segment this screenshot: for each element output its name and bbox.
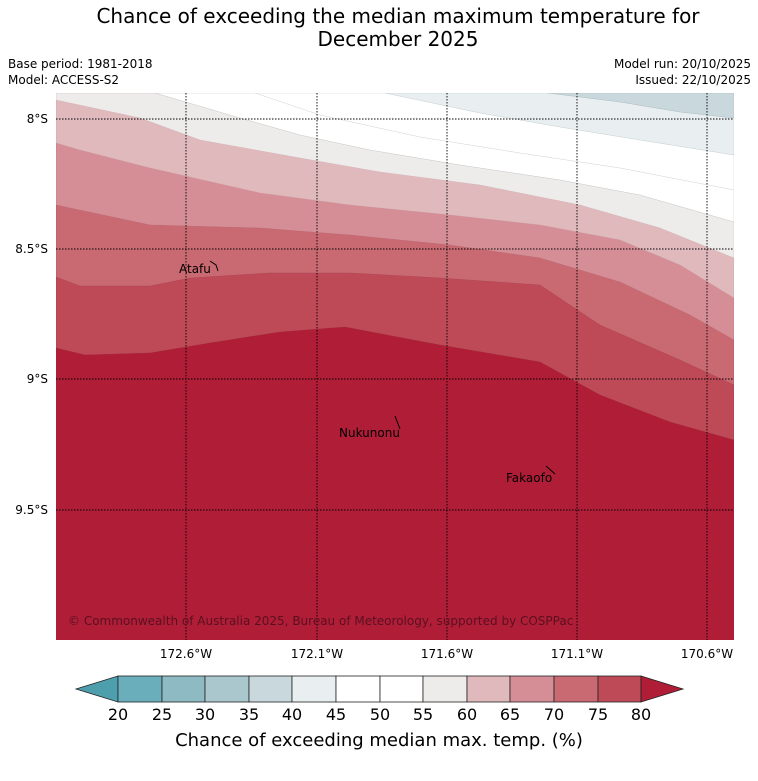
place-label-atafu: Atafu — [179, 262, 211, 276]
colorbar-label: Chance of exceeding median max. temp. (%… — [175, 730, 583, 751]
title-line-1: Chance of exceeding the median maximum t… — [96, 4, 700, 28]
lat-label-9s: 9°S — [26, 372, 48, 386]
colorbar-swatch-70-75 — [553, 675, 599, 703]
base-period: Base period: 1981-2018 — [8, 57, 153, 71]
colorbar-swatch-25-30 — [161, 675, 206, 703]
colorbar — [74, 675, 685, 703]
colorbar-swatch-30-35 — [204, 675, 250, 703]
model-run: Model run: 20/10/2025 — [613, 57, 751, 71]
colorbar-swatch-20-25 — [117, 675, 163, 703]
lat-label-8-5s: 8.5°S — [15, 242, 48, 256]
title-line-2: December 2025 — [317, 27, 479, 51]
colorbar-tick-80: 80 — [630, 705, 652, 724]
colorbar-swatch-40-45 — [291, 675, 337, 703]
lon-label-171-1w: 171.1°W — [550, 647, 604, 661]
colorbar-tick-30: 30 — [194, 705, 216, 724]
colorbar-lower-extend — [74, 675, 119, 703]
copyright-notice: © Commonwealth of Australia 2025, Bureau… — [68, 614, 574, 628]
lat-label-8s: 8°S — [26, 112, 48, 126]
meta-left: Base period: 1981-2018 Model: ACCESS-S2 — [8, 56, 153, 88]
colorbar-swatch-55-60 — [422, 675, 468, 703]
colorbar-tick-50: 50 — [369, 705, 391, 724]
colorbar-tick-65: 65 — [499, 705, 521, 724]
band-40-45 — [384, 93, 734, 156]
contour-bands — [56, 93, 734, 640]
colorbar-tick-45: 45 — [325, 705, 347, 724]
colorbar-tick-70: 70 — [543, 705, 565, 724]
colorbar-tick-40: 40 — [281, 705, 303, 724]
colorbar-tick-60: 60 — [456, 705, 478, 724]
lon-label-172-1w: 172.1°W — [290, 647, 344, 661]
meta-right: Model run: 20/10/2025 Issued: 22/10/2025 — [614, 56, 751, 88]
colorbar-swatch-60-65 — [466, 675, 511, 703]
map-title: Chance of exceeding the median maximum t… — [0, 5, 758, 51]
colorbar-tick-35: 35 — [238, 705, 260, 724]
colorbar-tick-20: 20 — [107, 705, 129, 724]
colorbar-swatch-75-80 — [597, 675, 642, 703]
atoll-nukunonu-outline — [394, 415, 401, 430]
colorbar-tick-55: 55 — [412, 705, 434, 724]
colorbar-swatch-65-70 — [509, 675, 555, 703]
colorbar-tick-75: 75 — [587, 705, 609, 724]
colorbar-swatch-45-50 — [335, 675, 381, 703]
graticule — [56, 93, 734, 640]
atoll-atafu-outline — [209, 260, 219, 272]
colorbar-swatch-50-55 — [379, 675, 424, 703]
place-label-fakaofo: Fakaofo — [506, 471, 553, 485]
place-label-nukunonu: Nukunonu — [339, 426, 400, 440]
lon-label-172-6w: 172.6°W — [159, 647, 213, 661]
lat-label-9-5s: 9.5°S — [15, 503, 48, 517]
colorbar-swatch-35-40 — [248, 675, 293, 703]
model-name: Model: ACCESS-S2 — [8, 73, 120, 87]
atoll-fakaofo-outline — [545, 465, 556, 475]
lon-label-170-6w: 170.6°W — [680, 647, 734, 661]
colorbar-tick-25: 25 — [151, 705, 173, 724]
lon-label-171-6w: 171.6°W — [420, 647, 474, 661]
colorbar-upper-extend — [640, 675, 685, 703]
issued-date: Issued: 22/10/2025 — [635, 73, 751, 87]
atolls — [209, 260, 556, 475]
